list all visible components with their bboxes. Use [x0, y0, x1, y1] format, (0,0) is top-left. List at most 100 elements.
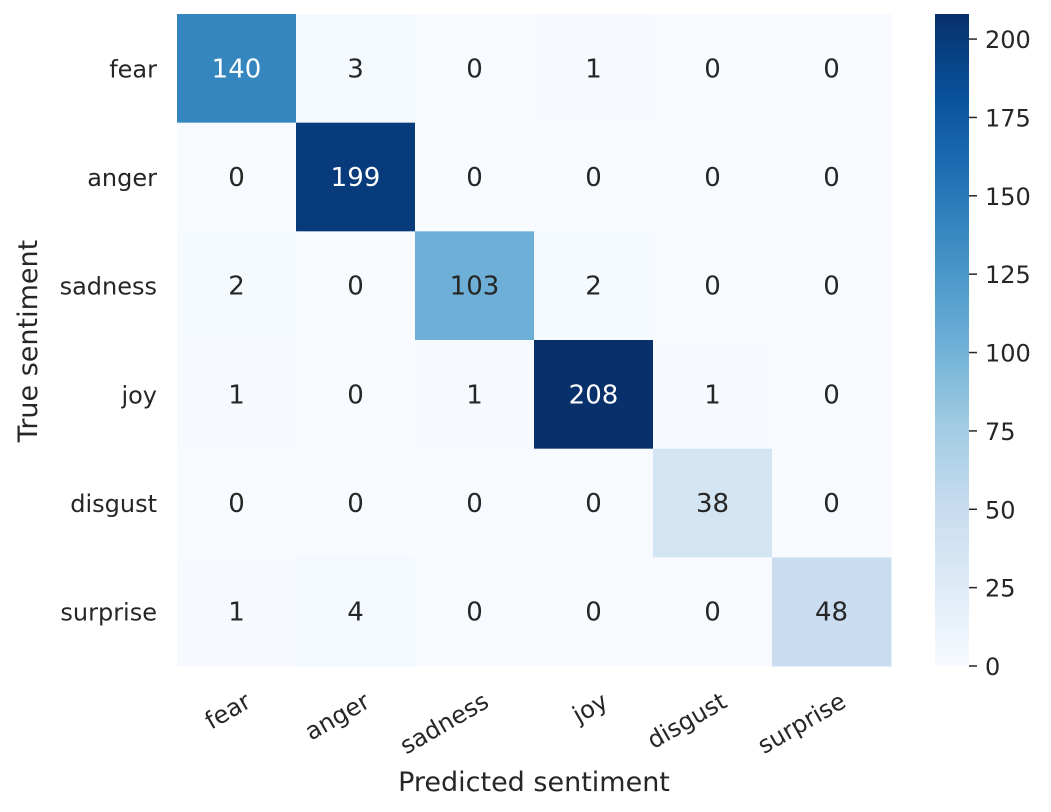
cell-value-label: 4: [347, 598, 364, 628]
colorbar-tick-label: 150: [985, 183, 1031, 211]
heatmap-cell: [772, 448, 892, 558]
heatmap-cell: [415, 14, 535, 124]
cell-value-label: 140: [212, 54, 262, 84]
heatmap-cells: [177, 14, 892, 667]
cell-value-label: 0: [347, 489, 364, 519]
heatmap-cell: [415, 122, 535, 232]
heatmap-cell: [296, 340, 416, 450]
heatmap-cell: [534, 340, 654, 450]
cell-value-label: 0: [823, 272, 840, 302]
cell-value-label: 0: [585, 598, 602, 628]
colorbar-tick-label: 50: [985, 496, 1016, 524]
cell-value-label: 0: [347, 272, 364, 302]
x-tick-label: disgust: [642, 687, 731, 755]
heatmap-cell: [177, 231, 297, 341]
x-tick-label: joy: [567, 687, 613, 730]
heatmap-cell: [653, 340, 773, 450]
heatmap-cell: [415, 557, 535, 667]
cell-value-label: 0: [704, 598, 721, 628]
heatmap-cell: [177, 448, 297, 558]
heatmap-cell: [296, 231, 416, 341]
cell-value-label: 1: [228, 380, 245, 410]
x-tick-label: anger: [300, 687, 375, 746]
cell-value-label: 0: [585, 163, 602, 193]
heatmap-cell: [415, 340, 535, 450]
cell-value-label: 0: [823, 54, 840, 84]
heatmap-cell: [534, 14, 654, 124]
colorbar-tick-label: 200: [985, 26, 1031, 54]
heatmap-cell: [534, 448, 654, 558]
heatmap-cell: [534, 231, 654, 341]
colorbar-tick-label: 125: [985, 261, 1031, 289]
cell-value-label: 1: [466, 380, 483, 410]
x-axis-tick-labels: fear anger sadness joy disgust surprise: [200, 687, 850, 760]
cell-value-label: 0: [704, 54, 721, 84]
x-tick-label: surprise: [753, 687, 851, 760]
heatmap-cell: [296, 557, 416, 667]
heatmap-cell: [653, 231, 773, 341]
colorbar-tick-label: 100: [985, 340, 1031, 368]
cell-value-label: 0: [823, 489, 840, 519]
heatmap-cell: [177, 557, 297, 667]
colorbar-tick-label: 175: [985, 104, 1031, 132]
heatmap-cell: [296, 448, 416, 558]
heatmap-cell: [296, 122, 416, 232]
colorbar-tick-label: 0: [985, 653, 1000, 681]
cell-value-label: 48: [815, 598, 848, 628]
colorbar-tick-label: 25: [985, 575, 1016, 603]
heatmap-cell: [415, 448, 535, 558]
cell-value-label: 0: [823, 163, 840, 193]
colorbar: [935, 14, 969, 666]
cell-value-label: 0: [466, 54, 483, 84]
heatmap-cell: [177, 14, 297, 124]
y-tick-label: sadness: [60, 273, 157, 301]
cell-value-label: 0: [466, 598, 483, 628]
cell-value-label: 0: [823, 380, 840, 410]
cell-value-label: 0: [347, 380, 364, 410]
cell-value-label: 0: [704, 272, 721, 302]
heatmap-cell: [534, 122, 654, 232]
cell-value-label: 1: [228, 598, 245, 628]
heatmap-cell: [653, 448, 773, 558]
cell-value-labels: 140 3 0 1 0 00 199 0 0 0 02 0 103 2 0 01 0 1 208 1 00 0 0 0 38 01…: [212, 54, 848, 627]
cell-value-label: 2: [585, 272, 602, 302]
cell-value-label: 199: [331, 163, 381, 193]
heatmap-cell: [177, 340, 297, 450]
y-axis-label: True sentiment: [13, 240, 44, 443]
heatmap-cell: [653, 14, 773, 124]
cell-value-label: 0: [585, 489, 602, 519]
colorbar-ticks: 0 25 50 75 100 125 150 175 200: [969, 26, 1031, 681]
x-tick-label: fear: [200, 687, 256, 735]
cell-value-label: 0: [228, 489, 245, 519]
y-tick-label: anger: [87, 164, 157, 192]
heatmap-cell: [653, 122, 773, 232]
cell-value-label: 103: [450, 272, 500, 302]
heatmap-cell: [296, 14, 416, 124]
y-tick-label: fear: [109, 55, 157, 83]
colorbar-tick-label: 75: [985, 418, 1016, 446]
heatmap-cell: [415, 231, 535, 341]
y-axis-tick-labels: fear anger sadness joy disgust surprise: [60, 55, 158, 626]
heatmap-cell: [534, 557, 654, 667]
cell-value-label: 0: [228, 163, 245, 193]
cell-value-label: 1: [585, 54, 602, 84]
cell-value-label: 0: [704, 163, 721, 193]
cell-value-label: 2: [228, 272, 245, 302]
y-tick-label: surprise: [60, 599, 157, 627]
cell-value-label: 38: [696, 489, 729, 519]
cell-value-label: 3: [347, 54, 364, 84]
heatmap-cell: [653, 557, 773, 667]
x-tick-label: sadness: [395, 687, 493, 760]
cell-value-label: 0: [466, 163, 483, 193]
x-axis-label: Predicted sentiment: [398, 767, 670, 798]
heatmap-cell: [772, 231, 892, 341]
cell-value-label: 208: [569, 380, 619, 410]
cell-value-label: 1: [704, 380, 721, 410]
y-tick-label: disgust: [70, 490, 157, 518]
heatmap-cell: [772, 122, 892, 232]
heatmap-cell: [772, 340, 892, 450]
heatmap-cell: [772, 557, 892, 667]
cell-value-label: 0: [466, 489, 483, 519]
y-tick-label: joy: [120, 381, 157, 409]
